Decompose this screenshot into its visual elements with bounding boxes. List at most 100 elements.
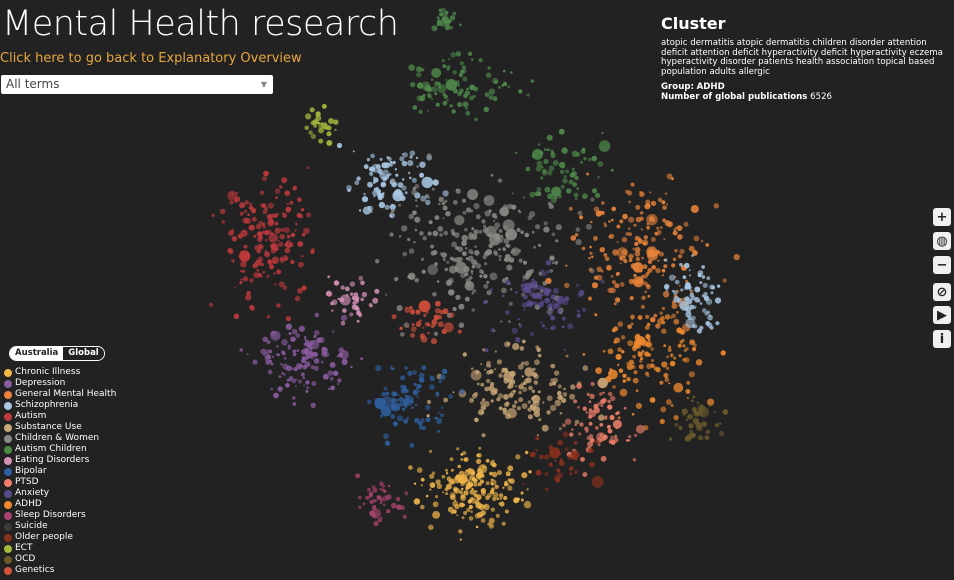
cluster-node[interactable] [316, 337, 322, 343]
cluster-node[interactable] [515, 385, 518, 388]
cluster-node[interactable] [673, 356, 677, 360]
cluster-node[interactable] [471, 272, 474, 275]
cluster-node[interactable] [574, 175, 579, 181]
cluster-node[interactable] [628, 278, 635, 285]
cluster-node[interactable] [404, 306, 411, 313]
cluster-node[interactable] [334, 128, 337, 132]
cluster-node[interactable] [464, 280, 475, 291]
cluster-node[interactable] [455, 294, 461, 300]
cluster-node[interactable] [419, 385, 423, 388]
cluster-node[interactable] [589, 245, 592, 249]
cluster-node[interactable] [632, 247, 636, 251]
legend-item[interactable]: OCD [4, 554, 116, 565]
cluster-node[interactable] [267, 220, 274, 227]
cluster-node[interactable] [327, 370, 334, 376]
cluster-node[interactable] [531, 230, 535, 234]
cluster-node[interactable] [235, 192, 239, 195]
cluster-node[interactable] [380, 414, 384, 418]
cluster-node[interactable] [471, 292, 474, 295]
cluster-node[interactable] [467, 189, 479, 200]
cluster-node[interactable] [499, 501, 505, 507]
cluster-node[interactable] [536, 160, 543, 167]
cluster-node[interactable] [436, 19, 442, 24]
cluster-node[interactable] [260, 203, 265, 208]
cluster-node[interactable] [282, 285, 288, 290]
cluster-node[interactable] [645, 314, 650, 319]
cluster-node[interactable] [626, 363, 634, 370]
cluster-node[interactable] [451, 109, 456, 114]
cluster-node[interactable] [483, 283, 489, 289]
cluster-node[interactable] [396, 415, 404, 422]
cluster-node[interactable] [243, 209, 248, 214]
cluster-node[interactable] [472, 478, 478, 484]
cluster-node[interactable] [259, 190, 265, 195]
cluster-node[interactable] [548, 165, 555, 171]
cluster-node[interactable] [549, 269, 554, 273]
cluster-node[interactable] [279, 233, 286, 240]
cluster-node[interactable] [613, 437, 619, 443]
cluster-node[interactable] [490, 399, 494, 403]
cluster-node[interactable] [679, 301, 690, 311]
cluster-node[interactable] [692, 406, 697, 412]
cluster-node[interactable] [598, 140, 611, 152]
cluster-node[interactable] [290, 336, 296, 342]
cluster-node[interactable] [296, 212, 302, 218]
cluster-node[interactable] [641, 295, 646, 300]
cluster-node[interactable] [494, 235, 501, 242]
cluster-node[interactable] [471, 227, 475, 231]
cluster-node[interactable] [413, 241, 416, 244]
cluster-node[interactable] [242, 217, 249, 224]
cluster-node[interactable] [597, 161, 604, 167]
cluster-node[interactable] [276, 345, 279, 348]
cluster-node[interactable] [360, 297, 365, 302]
cluster-node[interactable] [647, 268, 653, 273]
cluster-node[interactable] [484, 251, 489, 255]
cluster-node[interactable] [515, 454, 521, 460]
cluster-node[interactable] [455, 474, 461, 479]
cluster-node[interactable] [548, 303, 553, 308]
cluster-node[interactable] [389, 203, 396, 211]
cluster-node[interactable] [597, 176, 600, 179]
cluster-node[interactable] [381, 484, 385, 488]
cluster-node[interactable] [616, 241, 619, 243]
cluster-node[interactable] [420, 68, 425, 72]
cluster-node[interactable] [677, 234, 683, 240]
cluster-node[interactable] [649, 397, 656, 403]
cluster-node[interactable] [539, 454, 544, 460]
cluster-node[interactable] [531, 397, 534, 400]
cluster-node[interactable] [248, 205, 254, 211]
cluster-node[interactable] [476, 494, 482, 500]
cluster-node[interactable] [414, 216, 421, 223]
cluster-node[interactable] [411, 189, 418, 196]
cluster-node[interactable] [626, 439, 629, 442]
cluster-node[interactable] [668, 437, 673, 441]
cluster-node[interactable] [594, 313, 598, 317]
cluster-node[interactable] [209, 302, 213, 307]
legend-item[interactable]: ECT [4, 543, 116, 554]
cluster-node[interactable] [529, 404, 533, 408]
cluster-node[interactable] [278, 387, 282, 391]
cluster-node[interactable] [409, 155, 413, 159]
cluster-node[interactable] [506, 264, 513, 271]
cluster-node[interactable] [659, 380, 664, 385]
cluster-node[interactable] [394, 188, 403, 197]
cluster-node[interactable] [645, 371, 649, 376]
cluster-node[interactable] [578, 289, 585, 296]
cluster-node[interactable] [427, 94, 432, 99]
cluster-node[interactable] [407, 237, 411, 242]
cluster-node[interactable] [525, 166, 531, 172]
cluster-node[interactable] [582, 147, 586, 151]
cluster-node[interactable] [332, 370, 339, 376]
cluster-node[interactable] [497, 470, 502, 476]
cluster-node[interactable] [374, 398, 380, 404]
cluster-node[interactable] [358, 275, 364, 281]
cluster-node[interactable] [520, 491, 524, 495]
cluster-node[interactable] [394, 168, 398, 171]
cluster-node[interactable] [600, 423, 603, 427]
legend-item[interactable]: Autism Children [4, 444, 116, 455]
cluster-node[interactable] [345, 293, 349, 297]
cluster-node[interactable] [264, 251, 270, 258]
cluster-node[interactable] [603, 223, 608, 228]
cluster-node[interactable] [437, 225, 444, 232]
cluster-node[interactable] [400, 195, 406, 202]
